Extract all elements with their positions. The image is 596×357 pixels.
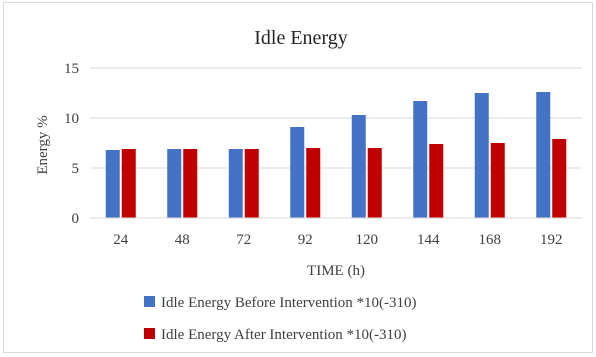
legend-label: Idle Energy After Intervention *10(-310) <box>161 327 406 343</box>
x-tick-label: 168 <box>479 232 502 248</box>
chart-frame: Idle Energy 0 5 10 15 24 48 72 92 120 144 168 192 … <box>3 2 593 353</box>
y-tick-label: 0 <box>72 211 80 227</box>
y-axis-label: Energy % <box>35 115 51 174</box>
y-tick-label: 15 <box>64 61 79 77</box>
bar-after-120 <box>367 148 382 218</box>
bar-after-92 <box>306 148 321 218</box>
y-axis-ticks: 0 5 10 15 <box>64 61 79 227</box>
chart-title: Idle Energy <box>254 27 348 49</box>
x-tick-label: 24 <box>113 232 129 248</box>
bars <box>105 92 567 218</box>
bar-after-48 <box>183 149 198 218</box>
bar-after-24 <box>121 149 136 218</box>
x-tick-label: 72 <box>236 232 251 248</box>
bar-before-120 <box>351 115 366 218</box>
x-tick-label: 48 <box>175 232 190 248</box>
bar-before-92 <box>290 127 305 218</box>
legend-swatch <box>144 328 155 339</box>
bar-after-72 <box>244 149 259 218</box>
x-tick-label: 144 <box>417 232 440 248</box>
bar-after-192 <box>552 139 567 218</box>
x-axis-ticks: 24 48 72 92 120 144 168 192 <box>113 232 562 248</box>
y-tick-label: 10 <box>64 111 79 127</box>
bar-before-144 <box>413 101 428 218</box>
legend-label: Idle Energy Before Intervention *10(-310… <box>161 295 416 311</box>
legend-swatch <box>144 296 155 307</box>
bar-after-144 <box>429 144 444 218</box>
y-tick-label: 5 <box>72 161 80 177</box>
x-axis-label: TIME (h) <box>307 263 365 279</box>
x-tick-label: 192 <box>540 232 563 248</box>
bar-before-192 <box>536 92 551 218</box>
x-tick-label: 120 <box>356 232 379 248</box>
gridlines <box>90 67 582 169</box>
bar-before-48 <box>167 149 182 218</box>
bar-after-168 <box>490 143 505 218</box>
legend: Idle Energy Before Intervention *10(-310… <box>144 295 416 343</box>
bar-before-168 <box>474 93 489 218</box>
x-tick-label: 92 <box>298 232 313 248</box>
bar-before-72 <box>228 149 243 218</box>
bar-before-24 <box>105 150 120 218</box>
